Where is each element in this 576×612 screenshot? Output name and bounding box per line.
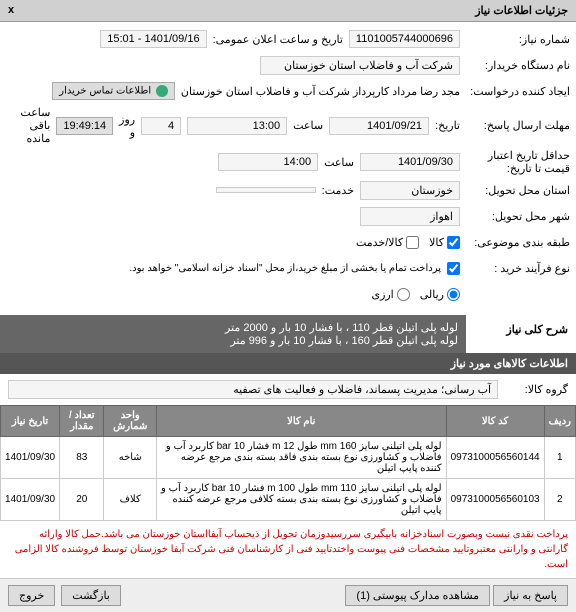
currency-rial-radio[interactable]: ریالی [420, 288, 460, 301]
announce-value: 1401/09/16 - 15:01 [100, 30, 206, 48]
view-docs-button[interactable]: مشاهده مدارک پیوستی (1) [345, 585, 490, 606]
deadline-label: مهلت ارسال پاسخ: [460, 119, 570, 132]
table-header: نام کالا [156, 406, 446, 437]
process-check-icon [447, 262, 460, 275]
creator-value: مجد رضا مرداد کارپرداز شرکت آب و فاضلاب … [181, 85, 460, 98]
deadline-date: 1401/09/21 [329, 117, 429, 135]
creator-label: ایجاد کننده درخواست: [460, 85, 570, 98]
category-service-checkbox[interactable]: کالا/خدمت [356, 236, 419, 249]
currency-foreign-radio[interactable]: ارزی [371, 288, 409, 301]
buyer-org-label: نام دستگاه خریدار: [460, 59, 570, 72]
service-label: خدمت: [322, 184, 354, 197]
table-row: 10973100056560144لوله پلی اتیلنی سایز 16… [1, 437, 576, 479]
buyer-contact-button[interactable]: اطلاعات تماس خریدار [52, 82, 175, 100]
province-value: خوزستان [360, 181, 460, 200]
process-note: پرداخت تمام یا بخشی از مبلغ خرید،از محل … [129, 263, 441, 274]
info-icon [156, 85, 168, 97]
city-value: اهواز [360, 207, 460, 226]
desc-text: لوله پلی اتیلن قطر 110 ، با فشار 10 بار … [0, 315, 466, 353]
category-kala-checkbox[interactable]: کالا [429, 236, 460, 249]
table-header: تاریخ نیاز [1, 406, 60, 437]
header-title: جزئیات اطلاعات نیاز [475, 5, 568, 17]
process-label: نوع فرآیند خرید : [460, 262, 570, 275]
table-header: ردیف [544, 406, 575, 437]
table-header: واحد شمارش [104, 406, 157, 437]
province-label: استان محل تحویل: [460, 184, 570, 197]
valid-time: 14:00 [218, 153, 318, 171]
group-value: آب رسانی؛ مدیریت پسماند، فاضلاب و فعالیت… [8, 380, 498, 399]
need-no-label: شماره نیاز: [460, 33, 570, 46]
respond-button[interactable]: پاسخ به نیاز [493, 585, 568, 606]
days-remaining: 4 [141, 117, 181, 135]
table-header: تعداد / مقدار [60, 406, 104, 437]
payment-note: پرداخت نقدی نیست وبصورت اسنادخزانه بابیگ… [0, 521, 576, 578]
announce-label: تاریخ و ساعت اعلان عمومی: [213, 33, 343, 46]
table-row: 20973100056560103لوله پلی اتیلنی سایز 11… [1, 479, 576, 521]
category-label: طبقه بندی موضوعی: [460, 236, 570, 249]
buyer-org-value: شرکت آب و فاضلاب استان خوزستان [260, 56, 460, 75]
valid-date: 1401/09/30 [360, 153, 460, 171]
service-value [216, 187, 316, 193]
group-label: گروه کالا: [498, 383, 568, 396]
form-area: شماره نیاز: 1101005744000696 تاریخ و ساع… [0, 22, 576, 315]
back-button[interactable]: بازگشت [61, 585, 121, 606]
close-icon[interactable]: x [8, 4, 14, 16]
desc-label: شرح کلی نیاز [466, 315, 576, 353]
footer: پاسخ به نیاز مشاهده مدارک پیوستی (1) باز… [0, 578, 576, 612]
time-remaining: 19:49:14 [56, 117, 113, 135]
items-table: ردیفکد کالانام کالاواحد شمارشتعداد / مقد… [0, 405, 576, 521]
need-no-value: 1101005744000696 [349, 30, 460, 48]
city-label: شهر محل تحویل: [460, 210, 570, 223]
main-panel: جزئیات اطلاعات نیاز x شماره نیاز: 110100… [0, 0, 576, 612]
valid-label: حداقل تاریخ اعتبار قیمت تا تاریخ: [460, 149, 570, 175]
exit-button[interactable]: خروج [8, 585, 55, 606]
remain-label: ساعت باقی مانده [6, 106, 50, 145]
items-header: اطلاعات کالاهای مورد نیاز [0, 353, 576, 374]
deadline-time: 13:00 [187, 117, 287, 135]
panel-header: جزئیات اطلاعات نیاز x [0, 0, 576, 22]
table-header: کد کالا [446, 406, 544, 437]
